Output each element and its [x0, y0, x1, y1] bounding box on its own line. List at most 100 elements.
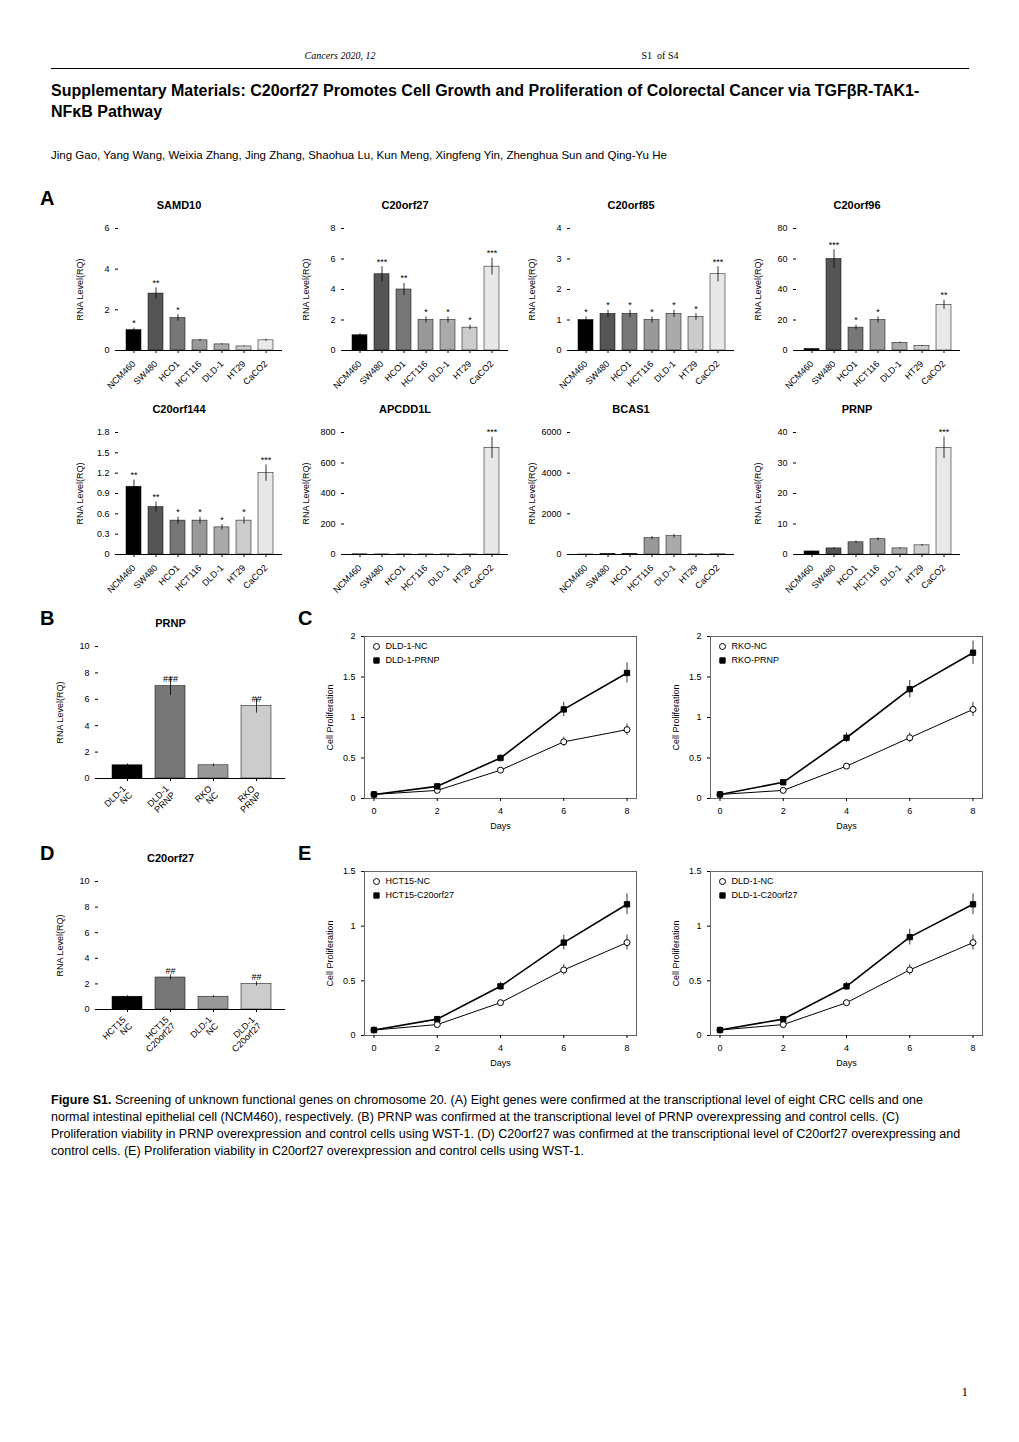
- svg-text:NCM460: NCM460: [783, 359, 815, 391]
- svg-text:*: *: [672, 300, 676, 310]
- svg-text:###: ###: [163, 674, 178, 684]
- svg-text:2: 2: [84, 747, 89, 757]
- svg-text:SW480: SW480: [132, 359, 160, 387]
- svg-text:RNA Level(RQ): RNA Level(RQ): [753, 462, 763, 524]
- svg-text:4: 4: [84, 721, 89, 731]
- svg-text:SW480: SW480: [358, 359, 386, 387]
- svg-text:DLD-1: DLD-1: [878, 359, 903, 384]
- svg-text:HCT15-C20orf27: HCT15-C20orf27: [386, 890, 455, 900]
- svg-text:***: ***: [829, 240, 840, 250]
- svg-text:2000: 2000: [541, 509, 561, 519]
- svg-text:RKO-PRNP: RKO-PRNP: [732, 655, 780, 665]
- svg-text:0: 0: [104, 345, 109, 355]
- svg-text:1: 1: [350, 712, 355, 722]
- svg-text:DLD-1NC: DLD-1NC: [188, 1014, 220, 1046]
- svg-text:DLD-1: DLD-1: [652, 563, 677, 588]
- svg-text:DLD-1: DLD-1: [200, 563, 225, 588]
- svg-text:CaCO2: CaCO2: [241, 359, 269, 387]
- svg-text:HCT116: HCT116: [173, 563, 203, 593]
- svg-text:DLD-1PRNP: DLD-1PRNP: [145, 784, 177, 816]
- svg-text:CaCO2: CaCO2: [467, 563, 495, 591]
- svg-text:**: **: [130, 470, 138, 480]
- svg-text:HCT116: HCT116: [851, 563, 881, 593]
- svg-text:**: **: [940, 290, 948, 300]
- svg-text:800: 800: [320, 427, 335, 437]
- svg-text:SW480: SW480: [810, 563, 838, 591]
- svg-text:0: 0: [84, 1004, 89, 1014]
- svg-text:RNA Level(RQ): RNA Level(RQ): [75, 462, 85, 524]
- svg-text:3: 3: [556, 254, 561, 264]
- svg-text:400: 400: [320, 488, 335, 498]
- svg-text:0.6: 0.6: [97, 509, 110, 519]
- svg-text:HCT15C20orf27: HCT15C20orf27: [138, 1015, 178, 1055]
- svg-text:0: 0: [350, 793, 355, 803]
- svg-text:NCM460: NCM460: [331, 359, 363, 391]
- svg-text:6: 6: [104, 223, 109, 233]
- svg-text:4: 4: [556, 223, 561, 233]
- svg-text:0.5: 0.5: [689, 976, 702, 986]
- svg-text:1: 1: [350, 921, 355, 931]
- svg-text:CaCO2: CaCO2: [693, 563, 721, 591]
- svg-text:40: 40: [777, 284, 787, 294]
- svg-text:HCT15NC: HCT15NC: [101, 1014, 135, 1048]
- svg-text:1.5: 1.5: [689, 866, 702, 876]
- svg-text:0.3: 0.3: [97, 529, 110, 539]
- svg-text:*: *: [424, 307, 428, 317]
- svg-text:30: 30: [777, 458, 787, 468]
- svg-text:CaCO2: CaCO2: [919, 563, 947, 591]
- svg-text:NCM460: NCM460: [557, 563, 589, 595]
- svg-text:1.5: 1.5: [343, 866, 356, 876]
- svg-text:2: 2: [781, 1043, 786, 1053]
- svg-text:DLD-1NC: DLD-1NC: [102, 783, 134, 815]
- svg-text:HCT116: HCT116: [173, 359, 203, 389]
- svg-text:600: 600: [320, 458, 335, 468]
- svg-text:HCT15-NC: HCT15-NC: [386, 876, 431, 886]
- svg-text:*: *: [132, 318, 136, 328]
- svg-text:HCT116: HCT116: [625, 359, 655, 389]
- svg-text:4: 4: [844, 1043, 849, 1053]
- svg-text:2: 2: [104, 305, 109, 315]
- svg-text:RNA Level(RQ): RNA Level(RQ): [55, 914, 65, 976]
- svg-text:CaCO2: CaCO2: [241, 563, 269, 591]
- svg-text:CaCO2: CaCO2: [693, 359, 721, 387]
- svg-text:0.5: 0.5: [689, 753, 702, 763]
- svg-text:60: 60: [777, 254, 787, 264]
- svg-text:*: *: [468, 315, 472, 325]
- svg-text:8: 8: [625, 1043, 630, 1053]
- svg-text:HCT116: HCT116: [625, 563, 655, 593]
- svg-text:RKOPRNP: RKOPRNP: [232, 784, 263, 815]
- svg-text:0: 0: [782, 549, 787, 559]
- svg-text:6: 6: [84, 694, 89, 704]
- svg-text:0: 0: [696, 793, 701, 803]
- svg-text:2: 2: [696, 631, 701, 641]
- svg-text:Cell Proliferation: Cell Proliferation: [325, 920, 335, 986]
- svg-text:6: 6: [561, 806, 566, 816]
- svg-text:2: 2: [435, 1043, 440, 1053]
- svg-text:Days: Days: [490, 1058, 511, 1068]
- svg-text:RNA Level(RQ): RNA Level(RQ): [753, 258, 763, 320]
- svg-text:0.5: 0.5: [343, 753, 356, 763]
- svg-text:RNA Level(RQ): RNA Level(RQ): [527, 462, 537, 524]
- svg-text:*: *: [584, 307, 588, 317]
- svg-text:6: 6: [907, 806, 912, 816]
- svg-text:RNA Level(RQ): RNA Level(RQ): [527, 258, 537, 320]
- svg-text:1.5: 1.5: [343, 672, 356, 682]
- svg-text:80: 80: [777, 223, 787, 233]
- svg-text:0: 0: [330, 345, 335, 355]
- svg-text:##: ##: [251, 972, 261, 982]
- svg-text:6000: 6000: [541, 427, 561, 437]
- svg-text:*: *: [876, 307, 880, 317]
- svg-text:0: 0: [717, 1043, 722, 1053]
- svg-text:4000: 4000: [541, 468, 561, 478]
- svg-text:DLD-1-C20orf27: DLD-1-C20orf27: [732, 890, 798, 900]
- svg-text:8: 8: [625, 806, 630, 816]
- svg-text:*: *: [650, 307, 654, 317]
- svg-text:*: *: [606, 300, 610, 310]
- svg-text:***: ***: [377, 257, 388, 267]
- svg-text:*: *: [242, 507, 246, 517]
- svg-text:*: *: [446, 307, 450, 317]
- svg-text:***: ***: [939, 427, 950, 437]
- svg-text:DLD-1C20orf27: DLD-1C20orf27: [224, 1015, 264, 1055]
- svg-text:SW480: SW480: [132, 563, 160, 591]
- svg-text:0.5: 0.5: [343, 976, 356, 986]
